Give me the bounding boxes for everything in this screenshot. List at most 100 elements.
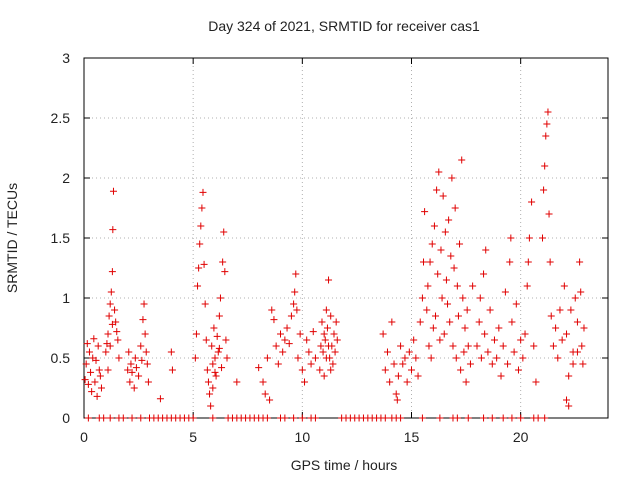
data-point xyxy=(461,324,469,332)
data-point xyxy=(488,414,496,422)
data-point xyxy=(108,320,116,328)
data-point xyxy=(453,414,461,422)
data-point xyxy=(429,324,437,332)
data-point xyxy=(320,372,328,380)
data-point xyxy=(311,414,319,422)
data-point xyxy=(298,414,306,422)
data-point xyxy=(333,336,341,344)
data-point xyxy=(517,414,525,422)
data-point xyxy=(541,162,549,170)
data-point xyxy=(261,390,269,398)
data-point xyxy=(424,282,432,290)
data-point xyxy=(480,414,488,422)
data-point xyxy=(523,282,531,290)
data-point xyxy=(453,282,461,290)
data-point xyxy=(448,174,456,182)
data-point xyxy=(426,258,434,266)
x-tick-label: 20 xyxy=(513,429,529,445)
data-point xyxy=(259,378,267,386)
data-point xyxy=(580,324,588,332)
data-point xyxy=(501,288,509,296)
data-point xyxy=(88,388,96,396)
data-point xyxy=(215,312,223,320)
data-point xyxy=(528,198,536,206)
data-point xyxy=(93,392,101,400)
data-point xyxy=(268,306,276,314)
data-point xyxy=(233,378,241,386)
data-point xyxy=(447,252,455,260)
data-point xyxy=(321,336,329,344)
x-tick-labels: 0 5 10 15 20 xyxy=(80,429,529,445)
data-point xyxy=(283,324,291,332)
data-point xyxy=(540,186,548,194)
data-point xyxy=(563,396,571,404)
data-point xyxy=(477,354,485,362)
data-point xyxy=(475,318,483,326)
data-point xyxy=(450,264,458,272)
data-point xyxy=(381,414,389,422)
data-point xyxy=(81,376,89,384)
data-point xyxy=(438,294,446,302)
data-point xyxy=(530,342,538,350)
data-point xyxy=(307,360,315,368)
data-point xyxy=(131,354,139,362)
data-point xyxy=(545,210,553,218)
data-point xyxy=(90,335,98,343)
data-point xyxy=(113,328,121,336)
y-tick-label: 1 xyxy=(62,290,70,306)
data-point xyxy=(301,378,309,386)
chart-title: Day 324 of 2021, SRMTID for receiver cas… xyxy=(208,18,480,34)
data-point xyxy=(458,156,466,164)
data-point xyxy=(322,306,330,314)
data-point xyxy=(214,348,222,356)
data-point xyxy=(552,324,560,332)
data-point xyxy=(573,348,581,356)
data-point xyxy=(480,270,488,278)
data-point xyxy=(542,132,550,140)
data-point xyxy=(565,372,573,380)
data-point xyxy=(495,324,503,332)
data-point xyxy=(539,234,546,242)
data-point xyxy=(211,368,219,376)
data-point xyxy=(212,372,220,380)
data-point xyxy=(200,260,208,268)
data-point xyxy=(381,366,389,374)
data-point xyxy=(197,222,205,230)
data-point xyxy=(198,204,206,212)
data-point xyxy=(437,246,445,254)
data-point xyxy=(408,366,415,374)
data-point xyxy=(167,348,175,356)
data-point xyxy=(482,246,490,254)
data-point xyxy=(379,330,387,338)
y-tick-label: 0.5 xyxy=(51,350,71,366)
data-point xyxy=(294,354,302,362)
data-point xyxy=(452,354,460,362)
data-point xyxy=(213,332,221,340)
data-point xyxy=(329,360,337,368)
data-point xyxy=(418,294,426,302)
data-point xyxy=(416,318,424,326)
data-point xyxy=(195,264,203,272)
data-point xyxy=(412,354,420,362)
data-point xyxy=(401,354,409,362)
data-point xyxy=(330,330,338,338)
data-point xyxy=(318,318,326,326)
data-point xyxy=(512,300,520,308)
data-point xyxy=(209,414,217,422)
data-point xyxy=(215,344,223,352)
data-point xyxy=(137,414,145,422)
data-point xyxy=(325,276,333,284)
data-point xyxy=(135,372,143,380)
data-point xyxy=(547,312,555,320)
data-point xyxy=(508,414,516,422)
data-point xyxy=(521,330,529,338)
data-point xyxy=(104,366,112,374)
data-point xyxy=(104,330,112,338)
data-point xyxy=(476,294,484,302)
data-point xyxy=(206,390,214,398)
data-point xyxy=(87,368,95,376)
data-point xyxy=(222,336,230,344)
data-point xyxy=(390,360,398,368)
data-point xyxy=(428,240,436,248)
data-point xyxy=(435,168,443,176)
